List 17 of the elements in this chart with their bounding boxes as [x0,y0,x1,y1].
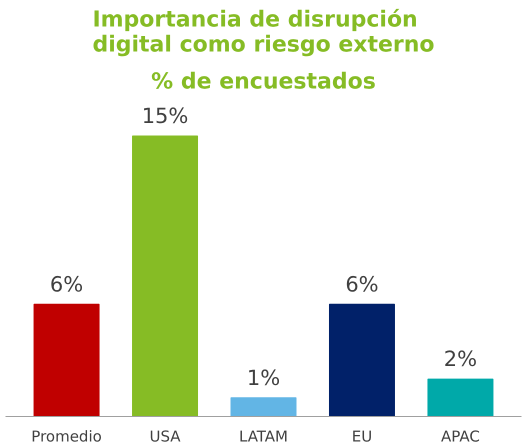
bar [230,397,296,416]
x-tick-label: USA [150,428,182,446]
data-label: 2% [444,347,478,372]
x-tick-label: Promedio [31,428,102,446]
x-tick-label: APAC [441,428,480,446]
chart-subtitle: % de encuestados [151,70,376,94]
bar [132,135,198,416]
x-tick-label: EU [352,428,372,446]
chart-title: Importancia de disrupción digital como riesgo externo [92,8,435,58]
data-label: 6% [345,272,379,296]
bar [427,378,494,416]
x-tick-label: LATAM [239,428,288,446]
bar [328,304,395,416]
data-label: 15% [142,104,188,128]
data-label: 6% [50,272,84,296]
data-label: 1% [246,366,280,390]
bar [34,304,100,416]
